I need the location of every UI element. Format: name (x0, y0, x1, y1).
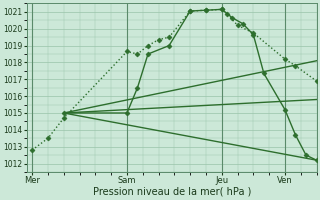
X-axis label: Pression niveau de la mer( hPa ): Pression niveau de la mer( hPa ) (92, 187, 251, 197)
